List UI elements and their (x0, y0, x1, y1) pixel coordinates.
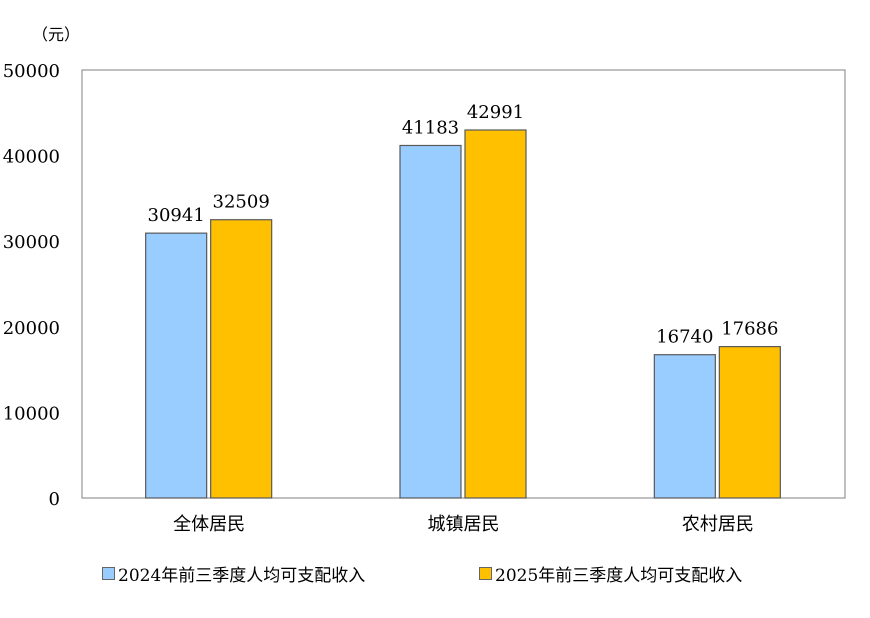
y-tick-label: 10000 (3, 403, 60, 424)
y-axis: 0 10000 20000 30000 40000 50000 (3, 61, 60, 510)
x-tick-label: 城镇居民 (428, 514, 500, 535)
bar (464, 129, 527, 499)
data-label: 16740 (656, 327, 713, 348)
legend-label-2025: 2025年前三季度人均可支配收入 (495, 566, 743, 586)
y-tick-label: 0 (49, 489, 60, 510)
x-axis: 全体居民 城镇居民 农村居民 (173, 514, 754, 535)
bar (399, 144, 462, 499)
plot-area-frame (81, 69, 846, 499)
bar (653, 354, 716, 499)
x-tick-label: 农村居民 (682, 514, 754, 535)
data-label: 42991 (467, 102, 524, 123)
legend-swatch-2025 (479, 567, 492, 580)
data-label: 41183 (402, 117, 459, 138)
y-tick-label: 40000 (3, 147, 60, 168)
data-label: 17686 (721, 319, 778, 340)
data-label: 32509 (213, 192, 270, 213)
x-tick-label: 全体居民 (173, 514, 245, 535)
bars: 30941 32509 41183 42991 16740 17686 (145, 102, 781, 499)
bar (718, 346, 781, 499)
legend-swatch-2024 (102, 567, 115, 580)
legend-item-2025: 2025年前三季度人均可支配收入 (479, 561, 742, 586)
bar (210, 219, 273, 499)
data-label: 30941 (148, 205, 205, 226)
y-tick-label: 20000 (3, 318, 60, 339)
legend-item-2024: 2024年前三季度人均可支配收入 (102, 561, 365, 586)
y-tick-label: 30000 (3, 232, 60, 253)
y-unit-label: （元） (32, 25, 80, 44)
bar (145, 232, 208, 499)
y-tick-label: 50000 (3, 61, 60, 82)
legend-label-2024: 2024年前三季度人均可支配收入 (118, 566, 366, 586)
